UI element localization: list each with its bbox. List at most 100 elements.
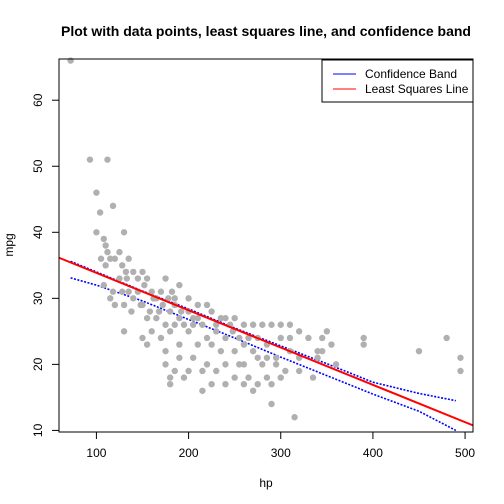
y-axis: 10 20 30 40 50 60 <box>31 93 60 437</box>
legend-box <box>321 59 474 103</box>
data-point <box>157 288 165 295</box>
y-tick-label: 30 <box>31 291 45 305</box>
data-point <box>217 347 225 355</box>
data-point <box>116 248 123 256</box>
data-point <box>119 262 126 269</box>
data-point <box>189 354 197 361</box>
data-point <box>194 314 201 322</box>
data-point <box>159 301 166 309</box>
data-point <box>291 414 298 421</box>
data-points <box>67 57 464 421</box>
x-axis-label: hp <box>259 476 273 490</box>
data-point <box>245 334 252 342</box>
data-point <box>130 268 137 276</box>
data-point <box>254 380 261 388</box>
data-point <box>272 354 280 361</box>
data-point <box>194 301 201 309</box>
y-axis-label: mpg <box>2 233 16 256</box>
data-point <box>222 314 229 322</box>
data-point <box>314 347 321 355</box>
data-point <box>203 361 211 368</box>
data-point <box>443 334 450 342</box>
data-point <box>180 321 188 328</box>
data-point <box>319 347 326 355</box>
data-point <box>171 321 178 328</box>
data-point <box>93 189 100 196</box>
data-point <box>305 334 312 342</box>
data-point <box>203 334 211 342</box>
y-tick-label: 20 <box>31 357 45 371</box>
data-point <box>199 387 206 394</box>
data-point <box>236 361 243 368</box>
data-point <box>217 314 225 322</box>
data-point <box>176 354 183 361</box>
data-point <box>146 308 154 315</box>
data-point <box>143 275 151 282</box>
data-point <box>96 209 104 216</box>
data-point <box>189 321 197 328</box>
data-point <box>111 255 119 262</box>
data-point <box>176 281 183 289</box>
data-point <box>104 156 111 163</box>
data-point <box>162 361 169 368</box>
data-point <box>143 314 151 322</box>
data-point <box>166 380 174 388</box>
data-point <box>332 361 340 368</box>
data-point <box>240 361 248 368</box>
data-point <box>119 288 126 295</box>
data-point <box>102 262 109 269</box>
data-point <box>171 367 178 375</box>
data-point <box>176 341 183 348</box>
data-point <box>249 321 257 328</box>
data-point <box>166 308 174 315</box>
data-point <box>323 328 331 335</box>
data-point <box>157 334 165 342</box>
data-point <box>120 229 128 236</box>
data-point <box>457 367 464 375</box>
data-point <box>268 400 275 408</box>
data-point <box>93 229 100 236</box>
data-point <box>254 354 261 361</box>
data-point <box>102 242 109 249</box>
data-point <box>194 341 201 348</box>
data-point <box>155 308 163 315</box>
data-point <box>231 314 238 322</box>
least-squares-line-path <box>58 256 474 427</box>
data-point <box>213 367 220 375</box>
data-point <box>107 295 114 302</box>
data-point <box>180 374 188 381</box>
data-point <box>171 295 178 302</box>
data-point <box>166 374 174 381</box>
legend-label-confidence-band: Confidence Band <box>365 67 457 81</box>
data-point <box>249 347 257 355</box>
y-tick-label: 10 <box>31 423 45 437</box>
data-point <box>86 156 94 163</box>
data-point <box>231 374 238 381</box>
x-tick-label: 300 <box>271 446 291 460</box>
data-point <box>295 367 303 375</box>
y-tick-label: 40 <box>31 225 45 239</box>
y-tick-label: 50 <box>31 159 45 173</box>
data-point <box>199 321 206 328</box>
data-point <box>107 255 114 262</box>
data-point <box>222 361 229 368</box>
data-point <box>360 341 367 348</box>
data-point <box>165 295 172 302</box>
y-tick-label: 60 <box>31 93 45 107</box>
confidence-band-lower <box>70 277 457 432</box>
data-point <box>360 334 367 342</box>
data-point <box>240 380 248 388</box>
data-point <box>319 334 326 342</box>
data-point <box>128 308 135 315</box>
data-point <box>259 361 266 368</box>
data-point <box>457 354 464 361</box>
data-point <box>328 341 335 348</box>
data-point <box>143 341 151 348</box>
data-point <box>222 380 229 388</box>
data-point <box>236 334 243 342</box>
x-axis: 100 200 300 400 500 <box>86 431 475 460</box>
data-point <box>100 235 107 243</box>
data-point <box>245 374 252 381</box>
data-point <box>222 334 229 342</box>
data-point <box>277 374 284 381</box>
